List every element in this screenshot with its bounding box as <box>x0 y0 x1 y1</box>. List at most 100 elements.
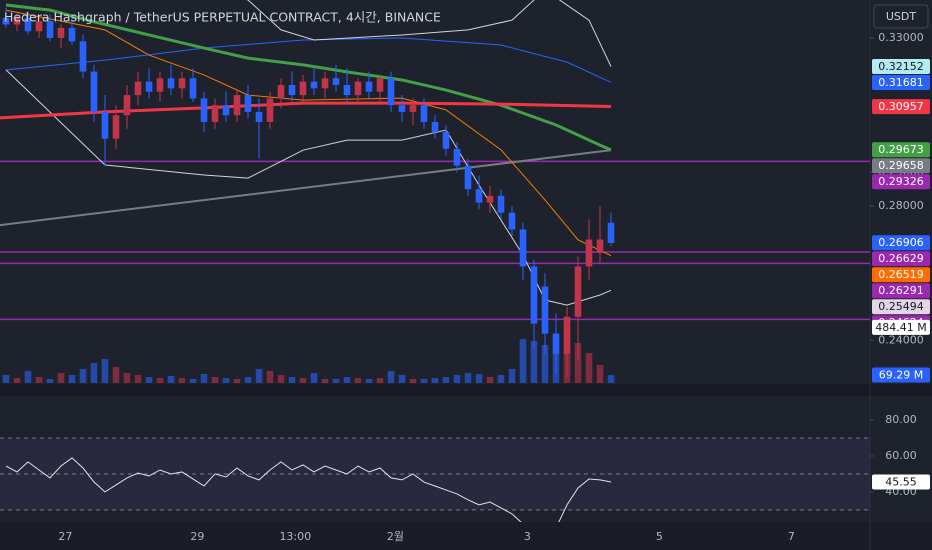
x-tick-label: 27 <box>58 530 72 543</box>
price-badge-label: 0.30957 <box>878 100 924 113</box>
axes: 0.330000.290000.280000.24000272913:002월3… <box>58 31 930 543</box>
candle-body <box>365 81 373 92</box>
volume-bar <box>519 338 527 383</box>
y-tick-label: 80.00 <box>885 413 917 426</box>
candle-body <box>585 239 593 267</box>
price-badge-label: 0.26629 <box>878 252 924 265</box>
candle-body <box>431 121 439 133</box>
volume-bar <box>277 374 285 383</box>
price-badge <box>872 99 930 115</box>
candle-body <box>112 115 120 139</box>
volume-bar <box>420 378 428 383</box>
candle-body <box>343 84 351 96</box>
candle-body <box>376 78 384 92</box>
x-tick-label: 3 <box>524 530 531 543</box>
price-badge <box>872 367 930 383</box>
candle-body <box>101 111 109 139</box>
candle-body <box>189 78 197 99</box>
volume-bar <box>68 374 76 383</box>
indicator-line <box>246 0 612 67</box>
volume-bar <box>123 373 131 383</box>
indicator-line <box>5 69 612 306</box>
volume-bar <box>343 377 351 383</box>
volume-bar <box>442 377 450 383</box>
volume-bar <box>189 378 197 383</box>
candle-body <box>46 21 54 38</box>
price-badge <box>872 267 930 283</box>
candle-body <box>244 95 252 112</box>
volume-bar <box>244 377 252 383</box>
currency-button[interactable] <box>873 4 929 29</box>
x-tick-label: 7 <box>788 530 795 543</box>
chart-title: Hedera Hashgraph / TetherUS PERPETUAL CO… <box>4 10 441 25</box>
volume-bar <box>211 377 219 383</box>
candle-body <box>541 286 549 334</box>
volume-bar <box>24 371 32 383</box>
price-badge <box>872 283 930 299</box>
x-tick-label: 13:00 <box>279 530 311 543</box>
volume-bar <box>112 367 120 383</box>
price-badge <box>872 142 930 158</box>
candle-body <box>2 17 10 25</box>
volume-bar <box>376 378 384 383</box>
candle-body <box>321 78 329 89</box>
candle-body <box>552 333 560 354</box>
y-tick-label: 0.24000 <box>878 333 924 346</box>
candle-body <box>134 81 142 96</box>
price-badge-label: 0.25494 <box>878 300 924 313</box>
candle-body <box>233 95 241 116</box>
price-badge-label: 0.32152 <box>878 60 924 73</box>
candle-body <box>398 105 406 112</box>
candle-body <box>211 105 219 122</box>
candle-body <box>167 78 175 89</box>
price-badge <box>872 251 930 267</box>
price-badge-label: 0.29673 <box>878 143 924 156</box>
candle-body <box>530 266 538 324</box>
rsi-pane <box>0 437 870 522</box>
volume-bar <box>310 373 318 383</box>
candle-body <box>222 105 230 116</box>
price-badge-label: 0.31681 <box>878 76 924 89</box>
candle-body <box>288 84 296 96</box>
volume-bar <box>398 374 406 383</box>
candle-body <box>79 41 87 72</box>
candle-body <box>24 17 32 32</box>
candle-body <box>607 222 615 243</box>
volume-bar <box>585 353 593 383</box>
candle-body <box>68 27 76 42</box>
price-badge <box>872 174 930 190</box>
volume-bar <box>101 358 109 383</box>
x-tick-label: 29 <box>190 530 204 543</box>
price-badge-label: 0.29658 <box>878 159 924 172</box>
volume-bar <box>2 374 10 383</box>
volume-bar <box>255 368 263 383</box>
candle-body <box>574 266 582 317</box>
price-badge <box>872 58 930 74</box>
candle-body <box>200 98 208 122</box>
currency-label[interactable]: USDT <box>886 10 917 23</box>
volume-bar <box>475 374 483 383</box>
volume-bar <box>46 378 54 383</box>
volume-bar <box>167 375 175 383</box>
volume-bar <box>134 374 142 383</box>
price-badge <box>872 235 930 251</box>
price-pane <box>0 0 870 383</box>
volume-bar <box>145 377 153 383</box>
price-badge-label: 0.26519 <box>878 268 924 281</box>
volume-bar <box>409 378 417 383</box>
volume-bar <box>90 363 98 383</box>
volume-bar <box>464 373 472 383</box>
volume-bar <box>178 378 186 383</box>
volume-bar <box>387 371 395 383</box>
candle-body <box>145 81 153 92</box>
volume-bar <box>574 343 582 383</box>
candle-body <box>453 148 461 166</box>
volume-bar <box>266 371 274 383</box>
volume-bar <box>79 368 87 383</box>
price-badge <box>872 299 930 315</box>
volume-bar <box>365 378 373 383</box>
volume-bar <box>13 378 21 383</box>
price-badge-label: 0.29326 <box>878 175 924 188</box>
